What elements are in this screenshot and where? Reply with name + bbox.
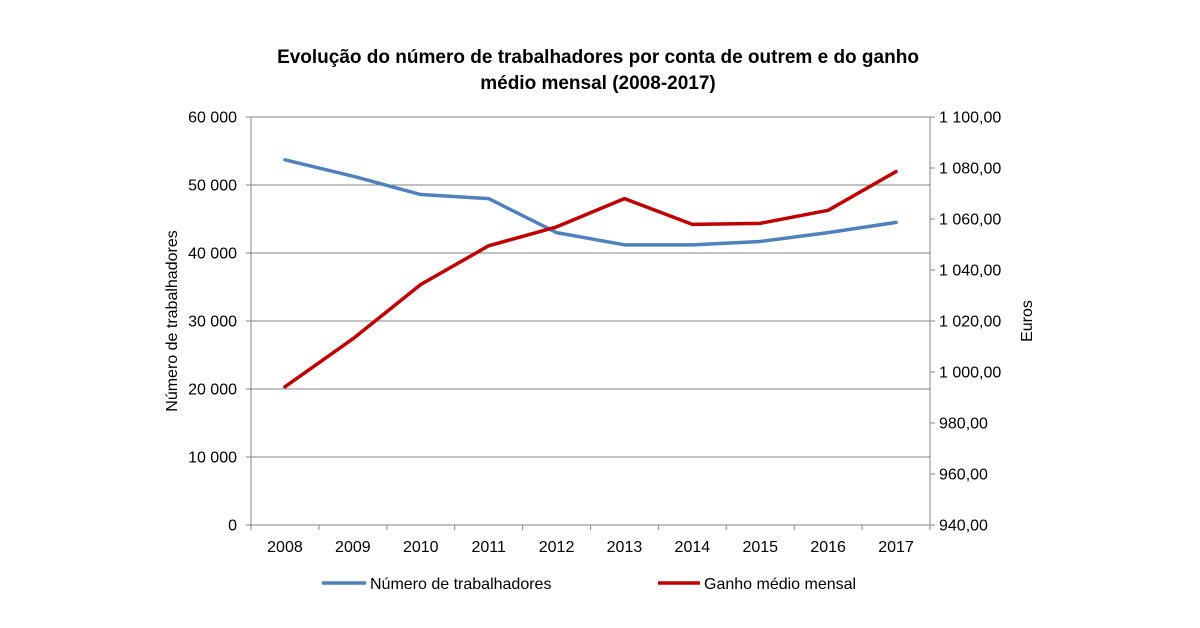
chart-title: Evolução do número de trabalhadores por … [277,47,919,94]
left-tick-label: 60 000 [188,110,237,127]
x-tick-label: 2016 [810,539,846,556]
right-tick-label: 940,00 [939,518,988,535]
x-tick-label: 2013 [607,539,643,556]
right-tick-label: 1 020,00 [939,314,1001,331]
left-axis-ticks: 0 10 000 20 000 30 000 40 000 50 000 60 000 [188,110,251,535]
right-tick-label: 1 080,00 [939,161,1001,178]
right-axis-ticks: 940,00 960,00 980,00 1 000,00 1 020,00 1 040,… [930,110,1001,535]
x-tick-label: 2010 [403,539,439,556]
legend-item: Número de trabalhadores [322,576,551,593]
legend-item: Ganho médio mensal [658,576,856,593]
chart-title-line-1: Evolução do número de trabalhadores por … [277,47,919,68]
left-tick-label: 20 000 [188,382,237,399]
left-tick-label: 0 [228,518,237,535]
left-tick-label: 10 000 [188,450,237,467]
x-tick-label: 2011 [471,539,506,556]
x-axis-ticks: 2008 2009 2010 2011 2012 2013 2014 2015 2016 2017 [250,525,931,556]
left-tick-label: 40 000 [188,246,237,263]
right-tick-label: 1 100,00 [939,110,1001,127]
series-line [283,169,898,389]
left-axis-title: Número de trabalhadores [164,230,181,411]
series [283,158,898,389]
legend: Número de trabalhadores Ganho médio mensa… [322,576,856,593]
left-tick-label: 30 000 [188,314,237,331]
chart-title-line-2: médio mensal (2008-2017) [480,73,716,94]
x-tick-label: 2017 [878,539,914,556]
x-tick-label: 2015 [742,539,778,556]
legend-label: Ganho médio mensal [704,576,856,593]
right-tick-label: 1 060,00 [939,212,1001,229]
legend-label: Número de trabalhadores [370,576,551,593]
x-tick-label: 2014 [675,539,711,556]
right-tick-label: 1 000,00 [939,365,1001,382]
right-tick-label: 960,00 [939,467,988,484]
left-tick-label: 50 000 [188,178,237,195]
right-tick-label: 980,00 [939,416,988,433]
gridlines [251,116,930,458]
right-axis-title: Euros [1019,300,1036,342]
x-tick-label: 2008 [267,539,303,556]
right-tick-label: 1 040,00 [939,263,1001,280]
x-tick-label: 2012 [539,539,575,556]
series-line [283,158,898,247]
x-tick-label: 2009 [335,539,371,556]
